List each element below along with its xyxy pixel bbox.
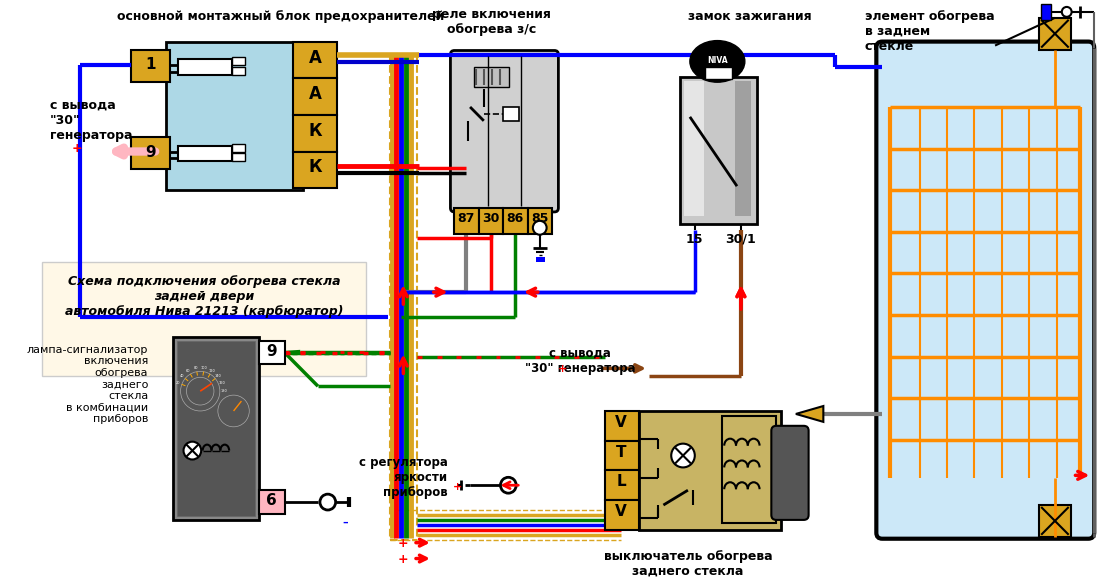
Text: 15: 15 xyxy=(686,232,703,246)
Bar xyxy=(680,77,756,224)
Text: выключатель обогрева
заднего стекла: выключатель обогрева заднего стекла xyxy=(604,550,772,578)
Text: 86: 86 xyxy=(507,212,523,225)
Text: с вывода
"30" генератора: с вывода "30" генератора xyxy=(524,346,635,374)
Text: +: + xyxy=(399,537,408,550)
Text: 1: 1 xyxy=(145,57,156,72)
Text: 80: 80 xyxy=(194,366,199,370)
Text: 9: 9 xyxy=(266,343,277,359)
Ellipse shape xyxy=(690,41,745,82)
Text: T: T xyxy=(616,444,626,460)
Bar xyxy=(639,411,782,530)
Bar xyxy=(474,67,509,87)
Bar xyxy=(503,208,528,234)
Circle shape xyxy=(183,442,201,460)
Text: 140: 140 xyxy=(215,374,222,378)
Bar xyxy=(166,41,304,190)
Bar xyxy=(1039,18,1071,50)
Bar xyxy=(455,208,479,234)
Bar xyxy=(294,41,337,78)
Bar xyxy=(178,60,232,75)
Text: с регулятора
яркости
приборов: с регулятора яркости приборов xyxy=(359,456,447,499)
Text: +: + xyxy=(453,482,461,492)
Text: с вывода
"30"
генератора: с вывода "30" генератора xyxy=(50,99,132,142)
Text: К: К xyxy=(308,158,322,176)
Bar xyxy=(294,78,337,115)
Bar xyxy=(1039,505,1071,537)
Bar xyxy=(479,208,503,234)
Bar xyxy=(722,416,776,523)
Bar xyxy=(528,208,552,234)
Text: +: + xyxy=(558,364,566,374)
Text: 6: 6 xyxy=(266,493,277,508)
Bar xyxy=(177,340,255,516)
Bar xyxy=(130,137,170,169)
Bar xyxy=(503,107,519,121)
Text: замок зажигания: замок зажигания xyxy=(688,10,811,23)
Bar xyxy=(735,81,751,216)
Text: 30/1: 30/1 xyxy=(725,232,756,246)
FancyBboxPatch shape xyxy=(450,50,559,212)
Text: А: А xyxy=(309,48,321,67)
Bar xyxy=(42,262,367,376)
Bar xyxy=(605,500,639,530)
Text: А: А xyxy=(309,85,321,103)
Bar xyxy=(232,144,245,151)
Bar xyxy=(605,441,639,470)
Bar xyxy=(684,81,703,216)
Circle shape xyxy=(500,477,517,493)
Text: 180: 180 xyxy=(221,389,227,393)
Text: 40: 40 xyxy=(180,374,184,378)
Bar xyxy=(259,490,285,514)
Text: +: + xyxy=(399,552,408,565)
Circle shape xyxy=(320,494,336,510)
Text: Схема подключения обогрева стекла
задней двери
автомобиля Нива 21213 (карбюратор: Схема подключения обогрева стекла задней… xyxy=(65,275,343,318)
Circle shape xyxy=(1062,7,1072,17)
Bar xyxy=(605,470,639,500)
Bar xyxy=(232,57,245,65)
Bar xyxy=(535,258,544,262)
Text: 100: 100 xyxy=(201,366,208,370)
Text: V: V xyxy=(615,504,627,519)
Text: 160: 160 xyxy=(219,381,225,385)
FancyBboxPatch shape xyxy=(772,426,808,520)
FancyBboxPatch shape xyxy=(877,41,1094,538)
Bar xyxy=(294,115,337,151)
Circle shape xyxy=(671,444,694,467)
Text: 30: 30 xyxy=(482,212,499,225)
Text: лампа-сигнализатор
включения
обогрева
заднего
стекла
в комбинации
приборов: лампа-сигнализатор включения обогрева за… xyxy=(26,345,148,424)
Bar xyxy=(1041,4,1051,20)
Bar xyxy=(232,67,245,75)
Bar xyxy=(704,67,732,79)
Text: 85: 85 xyxy=(531,212,549,225)
Bar xyxy=(130,50,170,82)
Text: +: + xyxy=(72,141,83,155)
Bar xyxy=(178,145,232,161)
Text: 60: 60 xyxy=(187,369,191,373)
Text: L: L xyxy=(616,474,626,489)
Text: К: К xyxy=(308,122,322,140)
Bar xyxy=(605,411,639,441)
Bar xyxy=(294,151,337,188)
Polygon shape xyxy=(796,406,824,422)
Text: 9: 9 xyxy=(145,145,156,159)
Text: 20: 20 xyxy=(176,381,180,385)
Circle shape xyxy=(533,221,546,235)
Bar xyxy=(232,154,245,161)
Bar xyxy=(172,337,259,520)
Text: 120: 120 xyxy=(209,369,215,373)
Text: V: V xyxy=(615,415,627,430)
Text: NIVA: NIVA xyxy=(707,57,728,65)
Bar xyxy=(259,340,285,364)
Text: элемент обогрева
в заднем
стекле: элемент обогрева в заднем стекле xyxy=(864,10,995,53)
Text: 87: 87 xyxy=(457,212,475,225)
Text: –: – xyxy=(342,518,348,528)
Text: основной монтажный блок предохранителей: основной монтажный блок предохранителей xyxy=(117,10,444,23)
Text: реле включения
обогрева з/с: реле включения обогрева з/с xyxy=(433,8,551,36)
